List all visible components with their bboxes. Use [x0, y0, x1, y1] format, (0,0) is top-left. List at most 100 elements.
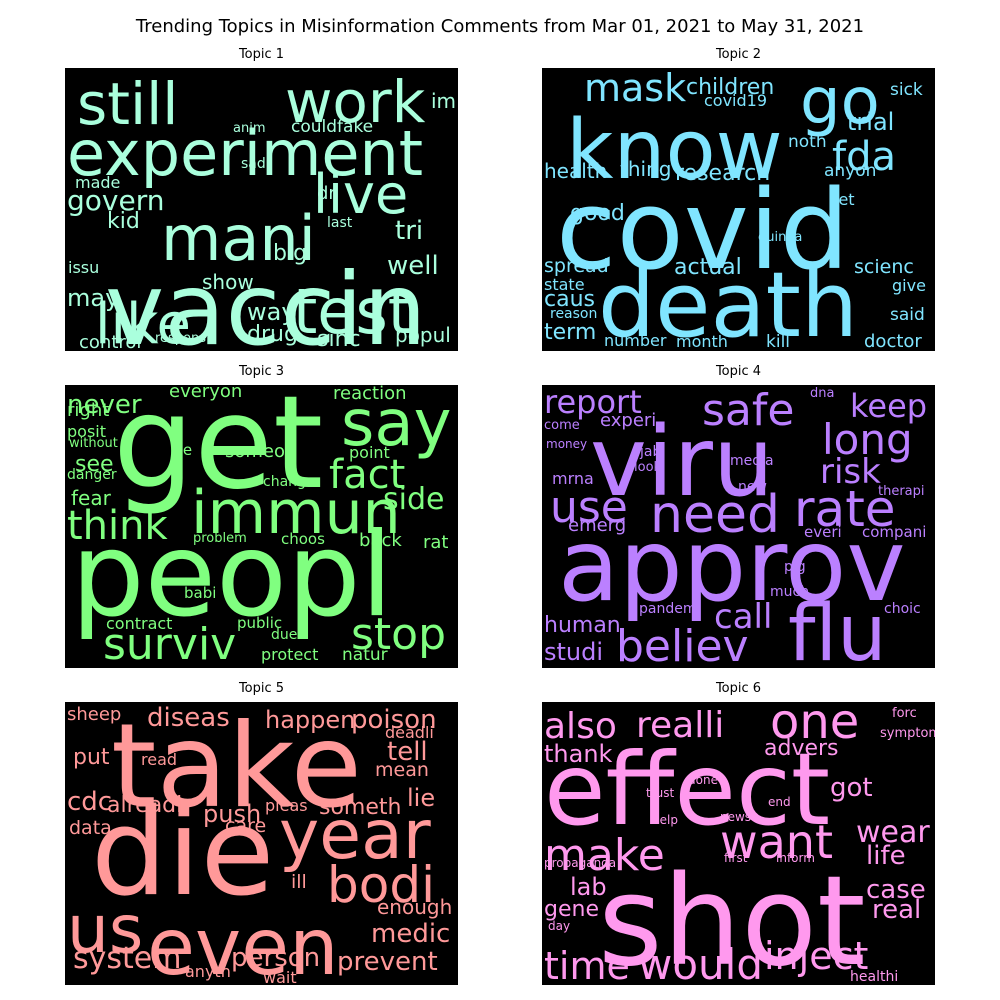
word-make: make: [544, 830, 665, 881]
word-approv: approv: [558, 507, 906, 624]
word-prevent: prevent: [337, 947, 438, 977]
word-work: work: [285, 68, 426, 136]
word-chang: chang: [263, 474, 306, 490]
word-spread: spread: [544, 255, 609, 277]
word-said: said: [890, 305, 925, 325]
word-fda: fda: [832, 134, 896, 180]
word-go: go: [800, 68, 880, 139]
word-tell: tell: [387, 737, 428, 767]
word-new: new: [738, 479, 767, 495]
word-care: care: [225, 815, 266, 837]
word-therapi: therapi: [878, 484, 925, 499]
word-person: person: [231, 943, 320, 973]
word-think: think: [67, 503, 169, 549]
word-control: control: [79, 332, 141, 351]
word-like: like: [95, 292, 191, 351]
word-news: news: [720, 810, 751, 824]
word-come: come: [544, 418, 580, 433]
word-also: also: [544, 706, 617, 747]
word-cdc: cdc: [67, 787, 112, 817]
word-health: health: [544, 159, 607, 183]
word-diseas: diseas: [147, 703, 230, 733]
topic-1-wordcloud: vaccin experiment mani like test still work liv…: [65, 68, 458, 351]
word-effect: effect: [544, 731, 830, 848]
word-get: get: [113, 385, 323, 518]
word-see: see: [75, 452, 114, 477]
word-jab: jab: [639, 444, 661, 460]
topic-5-wordcloud: die take even year us bodi poison happen diseas t…: [65, 702, 458, 985]
word-actual: actual: [674, 255, 742, 280]
word-time: time: [544, 944, 630, 985]
word-media: media: [730, 453, 774, 469]
topic-1-svg: vaccin experiment mani like test still work liv…: [67, 68, 456, 351]
word-dna: dna: [810, 386, 834, 401]
word-covid: covid: [556, 166, 849, 294]
word-propaganda: propaganda: [544, 856, 616, 870]
word-need: need: [650, 485, 780, 545]
word-much: much: [770, 584, 809, 600]
word-symptom: symptom: [880, 726, 935, 741]
word-fear: fear: [71, 486, 112, 510]
word-month: month: [676, 332, 728, 351]
word-made: made: [75, 173, 120, 192]
word-doctor: doctor: [864, 331, 922, 351]
word-sinc: sinc: [317, 327, 361, 351]
word-case: case: [866, 875, 926, 905]
word-kill: kill: [766, 332, 790, 351]
word-immun: immun: [191, 478, 401, 548]
word-alreadi: alreadi: [107, 793, 182, 818]
word-human: human: [544, 613, 621, 638]
word-well: well: [387, 251, 439, 281]
word-deadli: deadli: [385, 723, 434, 742]
word-keep: keep: [850, 387, 927, 425]
word-compani: compani: [862, 523, 926, 541]
word-still: still: [77, 70, 178, 138]
topic-2-title: Topic 2: [715, 47, 762, 62]
word-advers: advers: [764, 736, 839, 761]
word-gene: gene: [544, 897, 599, 922]
word-babi: babi: [184, 584, 216, 602]
word-fact: fact: [329, 452, 405, 498]
word-pleas: pleas: [265, 796, 308, 815]
word-anyon: anyon: [824, 161, 876, 181]
word-push: push: [203, 800, 261, 828]
word-rate: rate: [794, 480, 896, 538]
word-one: one: [770, 702, 859, 750]
word-thing: thing: [620, 157, 671, 181]
word-choic: choic: [884, 601, 921, 617]
word-someon: someon: [225, 441, 296, 462]
word-take: take: [111, 702, 362, 834]
word-lab: lab: [570, 873, 607, 901]
word-ye: ye: [174, 441, 192, 459]
word-inform: inform: [776, 851, 815, 865]
word-public: public: [237, 614, 282, 632]
word-trial: trial: [847, 108, 894, 136]
topic-3-title: Topic 3: [238, 364, 285, 379]
word-help: help: [652, 813, 678, 827]
word-govern: govern: [67, 184, 164, 217]
word-dr: dr: [317, 183, 336, 204]
word-real: real: [872, 895, 921, 925]
word-tri: tri: [395, 216, 423, 246]
word-number: number: [604, 331, 667, 350]
word-long: long: [822, 415, 913, 464]
word-surviv: surviv: [103, 619, 236, 668]
word-studi: studi: [544, 638, 603, 666]
word-term: term: [544, 320, 596, 345]
word-everi: everi: [804, 523, 842, 541]
word-look: look: [634, 460, 662, 475]
word-mrna: mrna: [552, 469, 594, 488]
word-mean: mean: [375, 759, 429, 781]
word-call: call: [714, 597, 772, 637]
word-reaction: reaction: [333, 385, 407, 404]
word-death: death: [598, 253, 858, 351]
word-poison: poison: [351, 705, 437, 735]
word-problem: problem: [193, 531, 247, 546]
word-without: without: [69, 436, 118, 451]
word-never: never: [67, 390, 142, 420]
word-covid19: covid19: [704, 91, 767, 110]
word-done: done: [688, 773, 718, 787]
word-respons: respons: [155, 331, 206, 346]
